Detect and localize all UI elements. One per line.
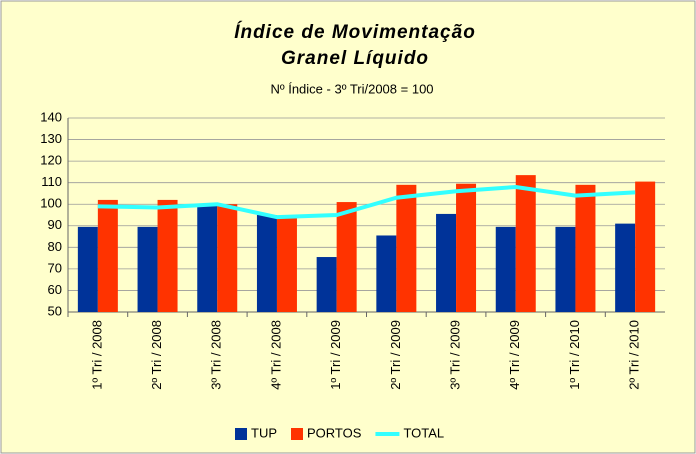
x-tick-label: 2º Tri / 2008 — [149, 320, 164, 390]
y-tick-label: 50 — [48, 303, 62, 318]
legend-label: TUP — [251, 425, 277, 440]
y-tick-label: 90 — [48, 217, 62, 232]
bar — [256, 215, 277, 312]
x-tick-label: 3º Tri / 2008 — [209, 320, 224, 390]
legend-swatch — [291, 428, 303, 440]
y-tick-label: 140 — [40, 109, 62, 124]
x-tick-label: 1º Tri / 2008 — [89, 320, 104, 390]
bar — [575, 184, 596, 312]
bar — [555, 226, 576, 312]
bar — [376, 235, 397, 312]
x-tick-label: 1º Tri / 2010 — [567, 320, 582, 390]
bar — [217, 204, 238, 312]
bar — [495, 226, 516, 312]
legend-label: TOTAL — [403, 425, 444, 440]
legend-label: PORTOS — [307, 425, 362, 440]
bar — [197, 204, 218, 312]
line — [97, 184, 636, 220]
chart-subtitle: Nº Índice - 3º Tri/2008 = 100 — [270, 81, 433, 96]
y-tick-label: 70 — [48, 260, 62, 275]
bar — [77, 226, 98, 312]
chart-title-line2: Granel Líquido — [281, 48, 429, 69]
bar — [336, 202, 357, 312]
y-tick-label: 100 — [40, 196, 62, 211]
bar — [635, 181, 656, 312]
bar — [97, 199, 118, 312]
bar — [137, 226, 158, 312]
bar — [157, 199, 178, 312]
x-tick-label: 4º Tri / 2008 — [268, 320, 283, 390]
bar — [615, 223, 636, 312]
x-tick-label: 2º Tri / 2010 — [627, 320, 642, 390]
x-tick-label: 4º Tri / 2009 — [507, 320, 522, 390]
y-tick-label: 110 — [41, 174, 62, 189]
y-tick-label: 120 — [40, 153, 62, 168]
x-tick-label: 3º Tri / 2009 — [447, 320, 462, 390]
bar — [276, 216, 297, 312]
bar — [456, 183, 477, 312]
x-tick-label: 2º Tri / 2009 — [388, 320, 403, 390]
legend-swatch — [235, 428, 247, 440]
bar — [316, 257, 337, 312]
bar — [396, 184, 417, 312]
y-tick-label: 60 — [48, 282, 62, 297]
bar — [436, 213, 457, 312]
y-tick-label: 130 — [40, 131, 62, 146]
bar — [515, 175, 536, 312]
y-tick-label: 80 — [48, 239, 62, 254]
x-tick-label: 1º Tri / 2009 — [328, 320, 343, 390]
chart-title: Índice de Movimentação — [234, 21, 476, 43]
